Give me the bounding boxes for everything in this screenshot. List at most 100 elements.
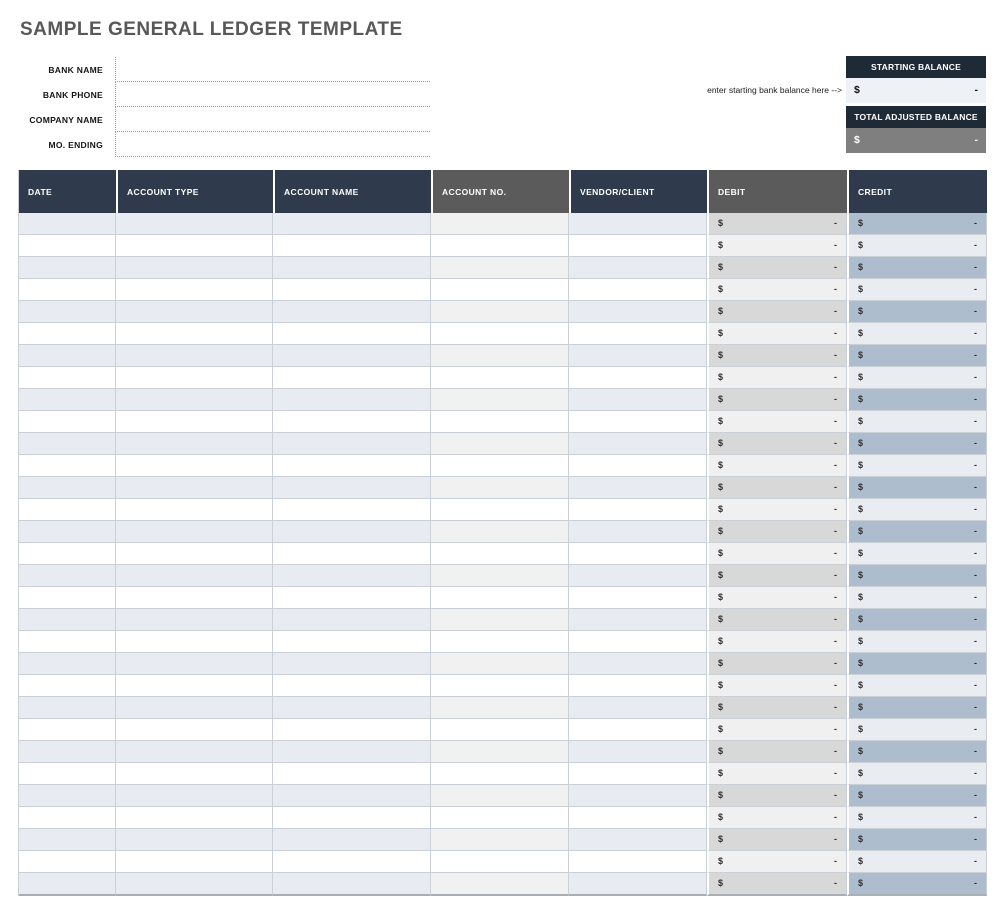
cell-date[interactable] [19, 807, 116, 829]
cell-credit[interactable]: $ - [847, 851, 987, 873]
cell-account-name[interactable] [273, 543, 431, 565]
cell-account-name[interactable] [273, 807, 431, 829]
cell-debit[interactable]: $ - [707, 653, 847, 675]
cell-debit[interactable]: $ - [707, 477, 847, 499]
cell-debit[interactable]: $ - [707, 543, 847, 565]
cell-credit[interactable]: $ - [847, 631, 987, 653]
cell-account-no[interactable] [431, 631, 569, 653]
cell-debit[interactable]: $ - [707, 235, 847, 257]
cell-account-no[interactable] [431, 411, 569, 433]
cell-account-type[interactable] [116, 433, 273, 455]
cell-account-no[interactable] [431, 367, 569, 389]
cell-vendor-client[interactable] [569, 301, 707, 323]
cell-account-name[interactable] [273, 829, 431, 851]
cell-date[interactable] [19, 301, 116, 323]
cell-vendor-client[interactable] [569, 521, 707, 543]
cell-account-type[interactable] [116, 521, 273, 543]
cell-date[interactable] [19, 741, 116, 763]
cell-account-no[interactable] [431, 587, 569, 609]
cell-debit[interactable]: $ - [707, 631, 847, 653]
cell-credit[interactable]: $ - [847, 477, 987, 499]
cell-account-type[interactable] [116, 367, 273, 389]
cell-credit[interactable]: $ - [847, 235, 987, 257]
cell-credit[interactable]: $ - [847, 807, 987, 829]
cell-credit[interactable]: $ - [847, 499, 987, 521]
cell-debit[interactable]: $ - [707, 851, 847, 873]
cell-account-name[interactable] [273, 455, 431, 477]
cell-account-name[interactable] [273, 301, 431, 323]
cell-account-no[interactable] [431, 345, 569, 367]
cell-account-type[interactable] [116, 829, 273, 851]
cell-account-type[interactable] [116, 213, 273, 235]
cell-date[interactable] [19, 213, 116, 235]
cell-account-name[interactable] [273, 389, 431, 411]
cell-date[interactable] [19, 521, 116, 543]
cell-vendor-client[interactable] [569, 257, 707, 279]
cell-date[interactable] [19, 829, 116, 851]
cell-date[interactable] [19, 367, 116, 389]
cell-date[interactable] [19, 565, 116, 587]
cell-date[interactable] [19, 851, 116, 873]
cell-account-no[interactable] [431, 829, 569, 851]
cell-vendor-client[interactable] [569, 565, 707, 587]
cell-debit[interactable]: $ - [707, 213, 847, 235]
cell-debit[interactable]: $ - [707, 345, 847, 367]
cell-debit[interactable]: $ - [707, 609, 847, 631]
cell-account-name[interactable] [273, 477, 431, 499]
cell-account-type[interactable] [116, 301, 273, 323]
cell-account-no[interactable] [431, 741, 569, 763]
cell-vendor-client[interactable] [569, 851, 707, 873]
cell-vendor-client[interactable] [569, 477, 707, 499]
cell-debit[interactable]: $ - [707, 323, 847, 345]
cell-account-type[interactable] [116, 653, 273, 675]
bank-phone-input[interactable] [115, 82, 430, 107]
cell-vendor-client[interactable] [569, 675, 707, 697]
cell-account-name[interactable] [273, 499, 431, 521]
cell-debit[interactable]: $ - [707, 873, 847, 896]
cell-date[interactable] [19, 499, 116, 521]
cell-account-type[interactable] [116, 675, 273, 697]
cell-account-no[interactable] [431, 455, 569, 477]
cell-credit[interactable]: $ - [847, 345, 987, 367]
cell-date[interactable] [19, 675, 116, 697]
cell-credit[interactable]: $ - [847, 653, 987, 675]
cell-date[interactable] [19, 411, 116, 433]
cell-account-type[interactable] [116, 455, 273, 477]
cell-account-no[interactable] [431, 543, 569, 565]
cell-vendor-client[interactable] [569, 785, 707, 807]
cell-date[interactable] [19, 631, 116, 653]
cell-account-no[interactable] [431, 279, 569, 301]
cell-vendor-client[interactable] [569, 609, 707, 631]
cell-account-type[interactable] [116, 609, 273, 631]
cell-account-type[interactable] [116, 499, 273, 521]
cell-date[interactable] [19, 785, 116, 807]
cell-account-type[interactable] [116, 477, 273, 499]
cell-account-name[interactable] [273, 433, 431, 455]
cell-account-no[interactable] [431, 565, 569, 587]
company-name-input[interactable] [115, 107, 430, 132]
cell-date[interactable] [19, 719, 116, 741]
cell-credit[interactable]: $ - [847, 741, 987, 763]
cell-date[interactable] [19, 323, 116, 345]
cell-account-no[interactable] [431, 213, 569, 235]
cell-date[interactable] [19, 477, 116, 499]
cell-vendor-client[interactable] [569, 829, 707, 851]
cell-account-name[interactable] [273, 785, 431, 807]
cell-account-no[interactable] [431, 389, 569, 411]
cell-date[interactable] [19, 345, 116, 367]
cell-date[interactable] [19, 763, 116, 785]
cell-debit[interactable]: $ - [707, 763, 847, 785]
cell-account-name[interactable] [273, 521, 431, 543]
cell-credit[interactable]: $ - [847, 543, 987, 565]
cell-vendor-client[interactable] [569, 543, 707, 565]
cell-date[interactable] [19, 257, 116, 279]
cell-credit[interactable]: $ - [847, 411, 987, 433]
cell-debit[interactable]: $ - [707, 521, 847, 543]
cell-vendor-client[interactable] [569, 235, 707, 257]
cell-debit[interactable]: $ - [707, 807, 847, 829]
cell-vendor-client[interactable] [569, 279, 707, 301]
cell-account-type[interactable] [116, 697, 273, 719]
cell-vendor-client[interactable] [569, 807, 707, 829]
cell-account-no[interactable] [431, 433, 569, 455]
cell-account-name[interactable] [273, 411, 431, 433]
